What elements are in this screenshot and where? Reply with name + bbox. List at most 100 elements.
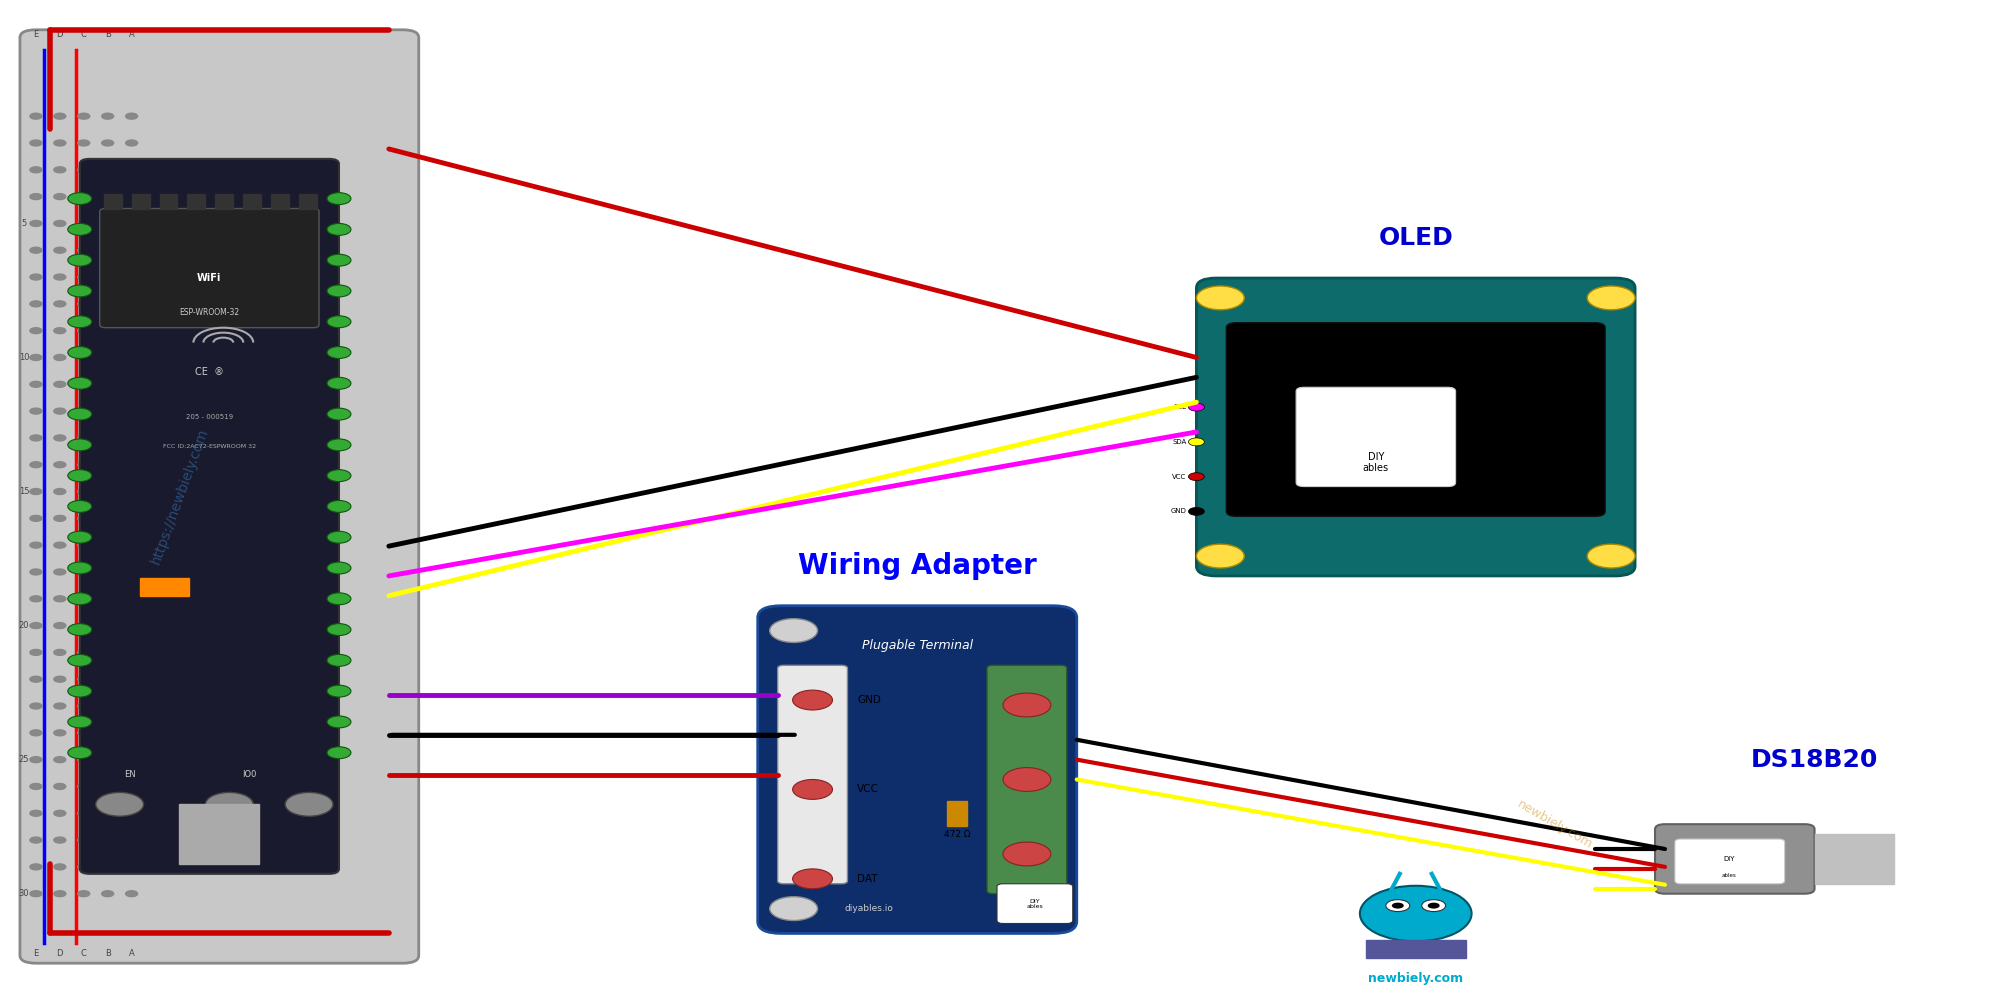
Circle shape — [102, 194, 114, 200]
Circle shape — [327, 316, 351, 328]
Circle shape — [102, 676, 114, 682]
Bar — [947, 801, 967, 826]
Circle shape — [78, 194, 90, 200]
Circle shape — [126, 381, 138, 387]
Circle shape — [102, 810, 114, 816]
Circle shape — [54, 140, 66, 146]
Circle shape — [327, 285, 351, 297]
Bar — [299, 194, 317, 209]
Circle shape — [30, 408, 42, 414]
Bar — [215, 194, 233, 209]
Circle shape — [102, 274, 114, 280]
Text: DIY: DIY — [1723, 856, 1735, 862]
Circle shape — [68, 470, 92, 482]
Circle shape — [1003, 693, 1051, 717]
Circle shape — [78, 757, 90, 763]
Circle shape — [30, 837, 42, 843]
Circle shape — [30, 623, 42, 629]
Text: E: E — [34, 30, 38, 40]
Circle shape — [1422, 900, 1446, 912]
Circle shape — [54, 489, 66, 495]
Text: newbiely.com: newbiely.com — [1515, 797, 1595, 851]
Circle shape — [54, 381, 66, 387]
Circle shape — [205, 792, 253, 816]
Circle shape — [102, 891, 114, 897]
Text: C: C — [82, 30, 86, 40]
Circle shape — [54, 408, 66, 414]
Circle shape — [327, 562, 351, 574]
Circle shape — [327, 254, 351, 266]
Circle shape — [68, 562, 92, 574]
Circle shape — [54, 703, 66, 709]
Circle shape — [126, 113, 138, 119]
Circle shape — [68, 408, 92, 420]
Circle shape — [327, 193, 351, 205]
Circle shape — [78, 381, 90, 387]
Circle shape — [102, 140, 114, 146]
Circle shape — [78, 140, 90, 146]
Circle shape — [54, 113, 66, 119]
Circle shape — [68, 316, 92, 328]
Circle shape — [102, 462, 114, 468]
Circle shape — [54, 274, 66, 280]
Circle shape — [126, 408, 138, 414]
Circle shape — [1003, 768, 1051, 791]
Circle shape — [102, 328, 114, 334]
Circle shape — [327, 408, 351, 420]
Circle shape — [30, 435, 42, 441]
Circle shape — [327, 500, 351, 512]
Circle shape — [54, 301, 66, 307]
Circle shape — [68, 193, 92, 205]
Bar — [132, 194, 150, 209]
Circle shape — [126, 596, 138, 602]
Circle shape — [770, 619, 818, 642]
Circle shape — [102, 864, 114, 870]
Circle shape — [1196, 286, 1244, 310]
Circle shape — [1188, 473, 1204, 481]
Circle shape — [102, 167, 114, 173]
Bar — [160, 194, 177, 209]
Circle shape — [30, 247, 42, 253]
Circle shape — [54, 569, 66, 575]
Bar — [271, 194, 289, 209]
Circle shape — [102, 515, 114, 521]
Circle shape — [126, 676, 138, 682]
Circle shape — [54, 783, 66, 789]
Circle shape — [78, 703, 90, 709]
Circle shape — [54, 596, 66, 602]
Circle shape — [126, 757, 138, 763]
Circle shape — [54, 220, 66, 226]
Circle shape — [78, 837, 90, 843]
Circle shape — [126, 328, 138, 334]
Circle shape — [102, 408, 114, 414]
Circle shape — [96, 792, 144, 816]
Circle shape — [68, 254, 92, 266]
Circle shape — [68, 223, 92, 235]
Circle shape — [30, 355, 42, 360]
Circle shape — [126, 355, 138, 360]
Circle shape — [1360, 886, 1472, 941]
Text: ables: ables — [1721, 873, 1737, 879]
Circle shape — [54, 355, 66, 360]
Circle shape — [102, 783, 114, 789]
Circle shape — [327, 624, 351, 636]
Text: diyables.io: diyables.io — [845, 904, 893, 914]
Circle shape — [102, 113, 114, 119]
Text: Wiring Adapter: Wiring Adapter — [798, 552, 1037, 580]
FancyBboxPatch shape — [778, 665, 847, 884]
Circle shape — [30, 810, 42, 816]
Circle shape — [30, 515, 42, 521]
Circle shape — [78, 489, 90, 495]
Circle shape — [30, 703, 42, 709]
Circle shape — [78, 220, 90, 226]
FancyBboxPatch shape — [1226, 323, 1605, 516]
Circle shape — [126, 569, 138, 575]
Circle shape — [792, 780, 833, 799]
Text: 205 - 000519: 205 - 000519 — [185, 414, 233, 420]
Circle shape — [1017, 897, 1065, 921]
Text: D: D — [56, 948, 64, 958]
Circle shape — [327, 347, 351, 358]
Circle shape — [126, 220, 138, 226]
Text: 5: 5 — [22, 218, 26, 228]
Circle shape — [78, 408, 90, 414]
